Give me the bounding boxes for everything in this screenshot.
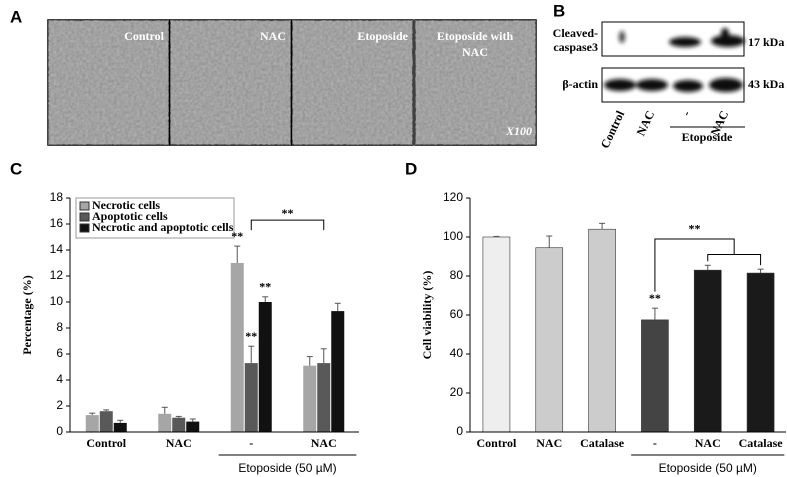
blot-label: Cleaved- [553, 26, 598, 40]
annotation: ** [245, 329, 257, 343]
bar [258, 302, 272, 432]
bracket [250, 219, 325, 231]
legend-label: Necrotic and apoptotic cells [92, 220, 234, 234]
bar [641, 319, 669, 433]
legend-swatch [79, 223, 90, 233]
annotation: ** [649, 291, 661, 305]
kda-label: 17 kDa [748, 35, 784, 49]
image-label-line: NAC [462, 45, 488, 59]
annotation: ** [231, 229, 243, 243]
lane-label: Control [598, 108, 628, 151]
y-tick-label: 10 [50, 294, 64, 308]
legend-box [75, 197, 235, 239]
x-tick-label: - [249, 436, 253, 450]
group-label: Etoposide [682, 130, 733, 144]
micrograph-texture [415, 20, 536, 145]
legend-swatch [79, 201, 90, 211]
panel-label: A [10, 7, 22, 26]
y-tick-label: 20 [450, 385, 464, 399]
blot [601, 21, 745, 103]
legend-label: Necrotic cells [92, 198, 160, 212]
bar [99, 411, 113, 432]
legend-swatch [79, 212, 90, 222]
y-tick-label: 100 [443, 229, 463, 243]
x-tick-label: NAC [536, 436, 562, 450]
micrograph-texture [292, 20, 413, 145]
x-tick-label: Catalase [580, 436, 625, 450]
y-axis-label: Percentage (%) [20, 275, 34, 354]
x-tick-label: - [653, 436, 657, 450]
y-tick-label: 40 [450, 346, 464, 360]
x-tick-label: Control [86, 436, 126, 450]
annotation: ** [689, 222, 701, 236]
y-tick-label: 2 [56, 398, 63, 412]
panel-label: C [10, 159, 22, 178]
bracket [654, 238, 735, 292]
bar [113, 422, 127, 432]
lane-label: NAC [634, 109, 658, 138]
bracket [707, 254, 762, 266]
bar [158, 413, 172, 432]
blot-label: β-actin [562, 77, 598, 91]
y-tick-label: 80 [450, 268, 464, 282]
bar [85, 415, 99, 432]
y-tick-label: 8 [56, 320, 63, 334]
image-label: Control [124, 29, 164, 43]
y-tick-label: 0 [56, 424, 63, 438]
bar [588, 228, 616, 433]
y-tick-label: 4 [56, 372, 63, 386]
y-tick-label: 120 [443, 190, 463, 204]
group-label: Etoposide (50 µM) [238, 461, 336, 475]
y-tick-label: 14 [50, 242, 64, 256]
annotation: ** [282, 206, 294, 220]
bar [244, 363, 258, 432]
x-tick-label: NAC [695, 436, 721, 450]
micrograph-texture [48, 20, 169, 145]
kda-label: 43 kDa [748, 77, 784, 91]
x-tick-label: NAC [166, 436, 192, 450]
annotation: ** [259, 280, 271, 294]
bar [303, 365, 317, 432]
bar [186, 421, 200, 432]
bar [230, 263, 244, 432]
bar [317, 363, 331, 432]
bar [172, 417, 186, 432]
y-tick-label: 6 [56, 346, 63, 360]
bar [482, 236, 511, 433]
group-label: Etoposide (50 µM) [659, 461, 757, 475]
y-tick-label: 16 [50, 216, 64, 230]
magnification: X100 [505, 124, 532, 138]
y-tick-label: 18 [50, 190, 64, 204]
panel-label: D [405, 159, 417, 178]
y-axis-label: Cell viability (%) [420, 271, 434, 360]
lane-label: - [679, 109, 693, 119]
x-tick-label: Control [477, 436, 517, 450]
bar [746, 272, 775, 433]
panel-label: B [553, 1, 565, 20]
image-label: NAC [260, 29, 286, 43]
bar [331, 311, 345, 432]
image-label: Etoposide [357, 29, 408, 43]
y-tick-label: 0 [456, 424, 463, 438]
y-tick-label: 12 [50, 268, 64, 282]
micrograph-texture [170, 20, 291, 145]
blot-label: caspase3 [553, 40, 598, 54]
x-tick-label: NAC [311, 436, 337, 450]
legend-label: Apoptotic cells [92, 209, 168, 223]
y-tick-label: 60 [450, 307, 464, 321]
x-tick-label: Catalase [739, 436, 784, 450]
bar [535, 247, 564, 433]
bar [693, 269, 722, 433]
